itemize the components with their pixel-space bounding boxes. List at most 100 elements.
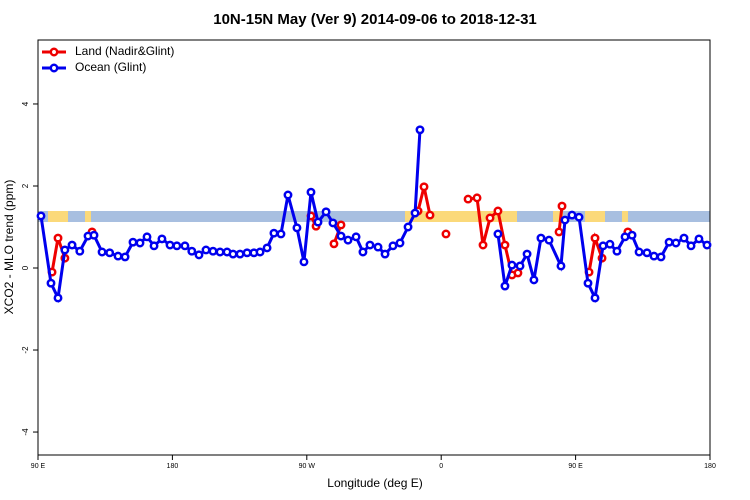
point xyxy=(128,237,138,247)
legend-label: Ocean (Glint) xyxy=(75,60,146,74)
y-tick-label: -2 xyxy=(21,346,30,354)
point xyxy=(679,233,689,243)
point xyxy=(321,207,331,217)
point xyxy=(656,252,666,262)
point xyxy=(235,249,245,259)
point xyxy=(329,239,339,249)
point xyxy=(522,249,532,259)
point xyxy=(336,220,346,230)
point xyxy=(75,246,85,256)
point xyxy=(694,234,704,244)
point xyxy=(373,242,383,252)
point xyxy=(493,206,503,216)
point xyxy=(105,248,115,258)
point xyxy=(500,281,510,291)
point xyxy=(283,190,293,200)
point xyxy=(500,240,510,250)
point xyxy=(463,194,473,204)
point xyxy=(180,241,190,251)
point xyxy=(605,239,615,249)
point xyxy=(89,230,99,240)
point xyxy=(242,248,252,258)
chart-title: 10N-15N May (Ver 9) 2014-09-06 to 2018-1… xyxy=(213,11,537,28)
point xyxy=(612,246,622,256)
legend-marker xyxy=(49,47,59,57)
point xyxy=(60,245,70,255)
point xyxy=(590,293,600,303)
point xyxy=(228,249,238,259)
point xyxy=(664,237,674,247)
point xyxy=(620,232,630,242)
x-axis-label: Longitude (deg E) xyxy=(327,476,422,490)
point xyxy=(472,193,482,203)
point xyxy=(215,247,225,257)
point xyxy=(702,240,712,250)
point xyxy=(388,241,398,251)
land-mask-strip xyxy=(38,211,710,222)
point xyxy=(262,243,272,253)
point xyxy=(590,233,600,243)
point xyxy=(634,247,644,257)
y-tick-label: 4 xyxy=(21,101,30,106)
point xyxy=(529,275,539,285)
x-tick-label: 90 E xyxy=(568,463,583,470)
point xyxy=(358,247,368,257)
series-line xyxy=(52,187,628,275)
point xyxy=(306,187,316,197)
point xyxy=(187,246,197,256)
point xyxy=(557,201,567,211)
point xyxy=(201,245,211,255)
y-axis-label: XCO2 - MLO trend (ppm) xyxy=(2,180,16,315)
point xyxy=(149,241,159,251)
point xyxy=(194,250,204,260)
point xyxy=(642,248,652,258)
point xyxy=(671,238,681,248)
point xyxy=(120,252,130,262)
y-tick-label: -4 xyxy=(21,428,30,436)
point xyxy=(649,251,659,261)
point xyxy=(113,251,123,261)
point xyxy=(165,240,175,250)
point xyxy=(336,231,346,241)
point xyxy=(515,261,525,271)
point xyxy=(485,213,495,223)
point xyxy=(67,240,77,250)
point xyxy=(208,246,218,256)
point xyxy=(415,125,425,135)
point xyxy=(567,210,577,220)
point xyxy=(560,215,570,225)
point xyxy=(313,217,323,227)
point xyxy=(269,228,279,238)
point xyxy=(686,241,696,251)
x-tick-label: 90 W xyxy=(299,463,316,470)
point xyxy=(574,212,584,222)
point xyxy=(53,233,63,243)
point xyxy=(255,247,265,257)
point xyxy=(536,233,546,243)
y-tick-label: 2 xyxy=(21,183,30,188)
point xyxy=(627,230,637,240)
point xyxy=(395,238,405,248)
point xyxy=(157,234,167,244)
y-tick-label: 0 xyxy=(21,265,30,270)
point xyxy=(46,278,56,288)
legend-marker xyxy=(49,63,59,73)
point xyxy=(478,240,488,250)
point xyxy=(380,249,390,259)
point xyxy=(299,257,309,267)
point xyxy=(403,222,413,232)
point xyxy=(53,293,63,303)
point xyxy=(419,182,429,192)
x-tick-label: 180 xyxy=(704,463,716,470)
point xyxy=(292,223,302,233)
x-tick-label: 180 xyxy=(167,463,179,470)
point xyxy=(365,240,375,250)
point xyxy=(328,218,338,228)
point xyxy=(410,208,420,218)
point xyxy=(351,232,361,242)
x-tick-label: 90 E xyxy=(31,463,46,470)
point xyxy=(97,247,107,257)
point xyxy=(441,229,451,239)
point xyxy=(172,241,182,251)
